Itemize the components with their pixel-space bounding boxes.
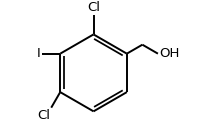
Text: OH: OH [159,47,179,60]
Text: Cl: Cl [37,109,50,122]
Text: I: I [37,47,41,60]
Text: Cl: Cl [87,1,100,14]
